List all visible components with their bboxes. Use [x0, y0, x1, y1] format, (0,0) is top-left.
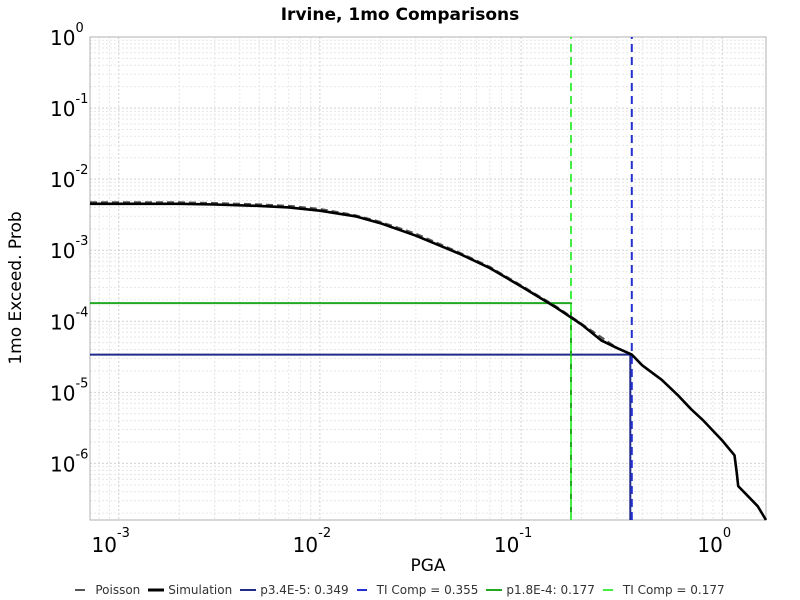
legend-label-2: p3.4E-5: 0.349: [260, 583, 349, 597]
legend-item-1: Simulation: [148, 583, 232, 597]
chart-title: Irvine, 1mo Comparisons: [281, 5, 520, 25]
legend-label-5: TI Comp = 0.177: [622, 583, 725, 597]
y-tick-label-5: 10-5: [50, 376, 88, 405]
series-line-0: [90, 201, 618, 350]
x-tick-label-0: 10-3: [91, 526, 129, 557]
legend-swatch-2: [240, 589, 257, 591]
legend-item-5: TI Comp = 0.177: [602, 583, 725, 597]
x-tick-label-1: 10-2: [293, 526, 331, 557]
legend-item-0: Poisson: [75, 583, 140, 597]
y-tick-label-6: 10-6: [50, 447, 88, 476]
legend-swatch-1: [148, 588, 165, 592]
legend-label-0: Poisson: [95, 583, 141, 597]
y-tick-label-0: 100: [50, 21, 84, 50]
legend-swatch-0: [75, 589, 86, 591]
x-axis-label: PGA: [410, 556, 445, 576]
plot-area-border: [89, 36, 767, 521]
legend-label-4: p1.8E-4: 0.177: [506, 583, 595, 597]
y-tick-label-4: 10-4: [50, 305, 88, 334]
legend-swatch-4: [486, 589, 503, 591]
tick-labels: 10-3 10-2 10-1 100 100 10-1 10-2 10-3 10-4 10-5 10…: [50, 21, 731, 557]
x-tick-label-2: 10-1: [494, 526, 532, 557]
y-tick-label-1: 10-1: [50, 92, 88, 121]
legend: Poisson Simulation p3.4E-5: 0.349 TI Comp =…: [0, 580, 800, 600]
chart: Irvine, 1mo Comparisons 10-3 10-2 10-1 1001…: [6, 5, 768, 576]
series-layer: [90, 37, 768, 521]
legend-swatch-5: [602, 589, 613, 591]
legend-item-2: p3.4E-5: 0.349: [240, 583, 349, 597]
legend-item-3: TI Comp = 0.355: [356, 583, 479, 597]
legend-label-1: Simulation: [168, 583, 233, 597]
legend-swatch-3: [356, 589, 367, 591]
y-axis-label: 1mo Exceed. Prob: [6, 211, 26, 364]
legend-item-4: p1.8E-4: 0.177: [486, 583, 595, 597]
y-tick-label-2: 10-2: [50, 163, 88, 192]
legend-label-3: TI Comp = 0.355: [376, 583, 479, 597]
series-line-4: [90, 302, 572, 520]
series-line-2: [90, 353, 632, 520]
x-tick-label-3: 100: [697, 526, 731, 557]
grid: [90, 36, 766, 520]
y-tick-label-3: 10-3: [50, 234, 88, 263]
series-line-1: [90, 202, 768, 521]
